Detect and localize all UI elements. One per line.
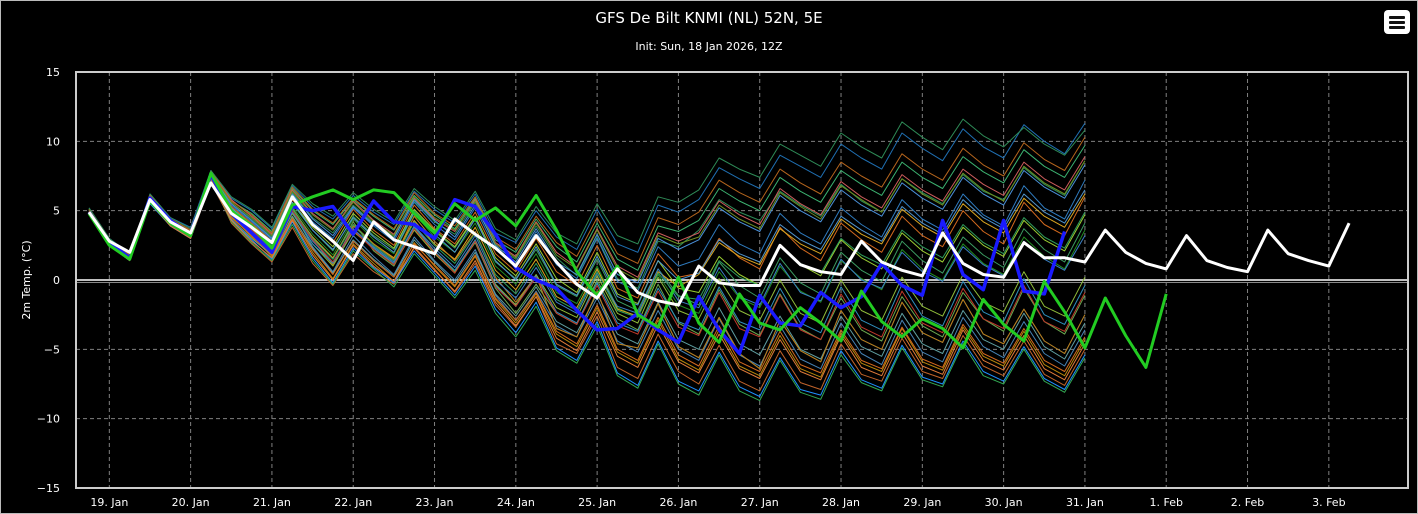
ensemble-member-line: [88, 181, 1086, 402]
ensemble-member-line: [88, 178, 1086, 374]
y-tick-label: −10: [37, 413, 60, 426]
x-tick-label: 28. Jan: [822, 496, 860, 509]
x-tick-label: 3. Feb: [1312, 496, 1345, 509]
y-tick-label: −5: [44, 343, 60, 356]
hamburger-menu-icon[interactable]: [1384, 10, 1410, 34]
x-tick-label: 25. Jan: [578, 496, 616, 509]
plot-border: [75, 71, 1409, 489]
operational-run-line: [87, 172, 1067, 356]
ensemble-mean-line: [87, 181, 1351, 307]
x-axis: 19. Jan 20. Jan 21. Jan 22. Jan 23. Jan 24. J…: [90, 496, 1345, 509]
control-run-line: [87, 171, 1168, 369]
x-tick-label: 1. Feb: [1149, 496, 1182, 509]
ensemble-member-line: [88, 156, 1086, 278]
chart-subtitle: Init: Sun, 18 Jan 2026, 12Z: [635, 40, 783, 53]
grid: [76, 72, 1408, 488]
x-tick-label: 26. Jan: [659, 496, 697, 509]
y-tick-label: 5: [53, 205, 60, 218]
ensemble-member-line: [88, 179, 1086, 378]
ensemble-member-line: [88, 136, 1086, 264]
ensemble-member-line: [88, 164, 1086, 284]
x-tick-label: 23. Jan: [416, 496, 454, 509]
ensemble-member-line: [88, 182, 1086, 397]
x-tick-label: 24. Jan: [497, 496, 535, 509]
x-tick-label: 27. Jan: [741, 496, 779, 509]
x-tick-label: 31. Jan: [1066, 496, 1104, 509]
x-tick-label: 19. Jan: [90, 496, 128, 509]
ensemble-member-line: [88, 123, 1086, 255]
ensemble-member-line: [88, 174, 1086, 341]
y-tick-label: −15: [37, 482, 60, 495]
y-tick-label: 15: [46, 66, 60, 79]
x-tick-label: 22. Jan: [334, 496, 372, 509]
y-tick-label: 0: [53, 274, 60, 287]
x-tick-label: 21. Jan: [253, 496, 291, 509]
x-tick-label: 2. Feb: [1231, 496, 1264, 509]
ensemble-member-line: [88, 172, 1086, 299]
ensemble-member-line: [88, 145, 1086, 271]
y-axis-label: 2m Temp. (°C): [20, 240, 33, 319]
y-tick-label: 10: [46, 135, 60, 148]
ensemble-member-line: [88, 178, 1086, 317]
ensemble-member-line: [88, 160, 1086, 281]
series-layer: [87, 118, 1351, 402]
ensemble-member-line: [88, 178, 1086, 392]
y-axis: 15 10 5 0 −5 −10 −15: [37, 66, 60, 495]
x-tick-label: 20. Jan: [172, 496, 210, 509]
x-tick-label: 29. Jan: [903, 496, 941, 509]
ensemble-member-line: [88, 160, 1086, 289]
ensemble-member-line: [88, 172, 1086, 292]
x-tick-label: 30. Jan: [985, 496, 1023, 509]
ensemble-member-line: [88, 182, 1086, 381]
chart-title: GFS De Bilt KNMI (NL) 52N, 5E: [595, 9, 823, 27]
ensemble-member-line: [88, 118, 1086, 256]
